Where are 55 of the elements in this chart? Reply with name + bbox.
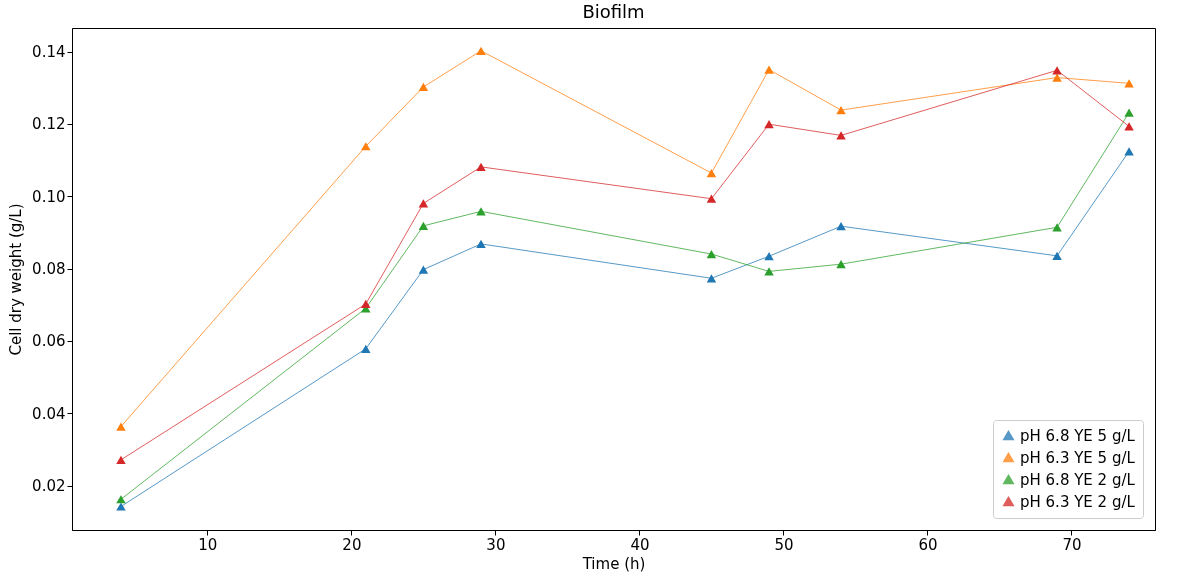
- point: [476, 46, 486, 55]
- x-tick-label: 30: [486, 535, 506, 554]
- point: [476, 162, 486, 171]
- point: [116, 422, 126, 431]
- x-tick-label: 50: [774, 535, 794, 554]
- point: [764, 252, 774, 261]
- point: [418, 199, 429, 208]
- point: [706, 274, 717, 283]
- point: [1052, 66, 1062, 75]
- point: [476, 239, 486, 249]
- point: [764, 120, 774, 129]
- point: [1052, 223, 1062, 232]
- point: [764, 65, 774, 74]
- point: [836, 131, 846, 140]
- point: [418, 221, 429, 230]
- point: [706, 168, 717, 178]
- point: [836, 260, 846, 269]
- point: [361, 299, 371, 309]
- y-tick-label: 0.06: [32, 332, 66, 351]
- y-axis-title: Cell dry weight (g/L): [7, 203, 26, 356]
- point: [836, 222, 846, 231]
- point: [764, 267, 774, 276]
- legend-label: pH 6.3 YE 2 g/L: [1020, 492, 1136, 511]
- x-tick-label: 70: [1062, 535, 1082, 554]
- y-tick-label: 0.08: [32, 260, 66, 279]
- legend-label: pH 6.8 YE 5 g/L: [1020, 426, 1136, 445]
- point: [706, 249, 717, 259]
- point: [836, 105, 846, 115]
- legend-label: pH 6.3 YE 5 g/L: [1020, 448, 1136, 467]
- point: [1052, 251, 1062, 260]
- point: [1124, 108, 1134, 117]
- x-tick-label: 20: [342, 535, 362, 554]
- point: [1124, 147, 1134, 156]
- y-tick-label: 0.14: [32, 43, 66, 62]
- x-tick-label: 60: [918, 535, 938, 554]
- point: [418, 82, 429, 92]
- point: [1052, 73, 1062, 82]
- legend-label: pH 6.8 YE 2 g/L: [1020, 470, 1136, 489]
- chart-title: Biofilm: [582, 1, 645, 22]
- y-tick-label: 0.04: [32, 404, 66, 423]
- point: [361, 344, 371, 353]
- point: [116, 495, 126, 504]
- y-tick-label: 0.12: [32, 115, 66, 134]
- point: [361, 142, 371, 151]
- point: [1124, 122, 1134, 131]
- y-tick-label: 0.10: [32, 187, 66, 206]
- point: [1124, 79, 1134, 88]
- point: [116, 455, 126, 464]
- point: [418, 265, 429, 274]
- point: [116, 502, 126, 511]
- point: [706, 194, 717, 203]
- x-tick-label: 40: [630, 535, 650, 554]
- x-tick-label: 10: [198, 535, 218, 554]
- x-axis-title: Time (h): [581, 554, 646, 573]
- y-tick-label: 0.02: [32, 477, 66, 496]
